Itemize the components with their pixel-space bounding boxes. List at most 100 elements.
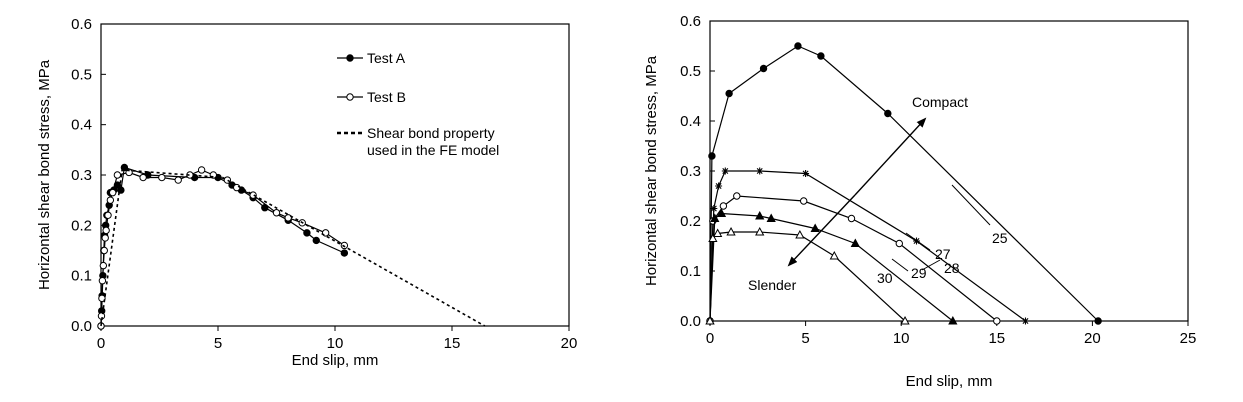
data-point — [139, 173, 147, 182]
data-point — [755, 226, 765, 236]
chart-left: 0 5 10 15 20 0.0 0.1 0.2 0.3 0.4 0.5 0.6 End slip, … — [36, 16, 577, 369]
x-tick-label: 10 — [893, 330, 910, 347]
y-tick-label: 0.0 — [680, 313, 701, 330]
leader-25 — [951, 184, 991, 226]
data-point — [1094, 317, 1102, 325]
data-point — [100, 246, 108, 255]
plot-area-left — [100, 23, 570, 327]
data-point — [810, 223, 820, 232]
x-tick-label: 5 — [214, 335, 222, 352]
data-point — [756, 167, 764, 175]
x-axis-title-right: End slip, mm — [906, 373, 993, 390]
y-axis-title-right: Horizontal shear bond stress, MPa — [643, 55, 660, 286]
data-point — [715, 182, 723, 190]
data-point — [708, 152, 716, 160]
data-point — [312, 236, 320, 245]
chart-right: 0 5 10 15 20 25 0.0 0.1 0.2 0.3 0.4 0.5 0.6 End slip… — [643, 13, 1196, 390]
x-tick-label: 0 — [706, 330, 714, 347]
legend-label-test-b: Test B — [367, 89, 406, 105]
data-point — [799, 197, 808, 205]
data-point — [725, 89, 733, 98]
series-label-25: 25 — [992, 230, 1008, 246]
data-point — [340, 249, 349, 257]
data-point — [197, 166, 206, 174]
data-point — [721, 167, 729, 175]
data-point — [850, 238, 860, 247]
y-tick-label: 0.4 — [680, 113, 701, 130]
y-tick-label: 0.6 — [680, 13, 701, 30]
x-tick-label: 15 — [444, 335, 461, 352]
data-point — [710, 205, 718, 212]
data-point — [900, 315, 910, 325]
series-label-27: 27 — [935, 246, 951, 262]
data-point — [102, 226, 110, 235]
data-point — [719, 202, 728, 210]
leader-28 — [921, 259, 941, 271]
data-point — [710, 213, 720, 222]
legend-label-test-a: Test A — [367, 50, 406, 66]
y-tick-label: 0.1 — [71, 268, 92, 285]
x-tick-label: 10 — [327, 335, 344, 352]
data-point — [817, 52, 825, 60]
data-point — [1021, 317, 1029, 325]
legend-marker-test-a — [346, 54, 354, 62]
y-tick-label: 0.3 — [71, 167, 92, 184]
x-axis-title-left: End slip, mm — [292, 352, 379, 369]
y-tick-label: 0.0 — [71, 318, 92, 335]
data-point — [98, 277, 107, 285]
x-tick-label: 0 — [97, 335, 105, 352]
annotation-slender: Slender — [748, 277, 797, 293]
legend-left: Test A Test B Shear bond property used i… — [337, 50, 499, 158]
series-label-29: 29 — [911, 265, 927, 281]
leader-27 — [905, 232, 931, 251]
data-point — [303, 229, 311, 237]
data-point — [120, 163, 129, 172]
data-point — [802, 170, 810, 177]
data-point — [249, 191, 257, 199]
data-point — [713, 228, 723, 237]
data-point — [716, 208, 727, 217]
series-label-28: 28 — [944, 260, 960, 276]
y-tick-label: 0.4 — [71, 117, 92, 134]
data-point — [113, 171, 122, 179]
data-point — [708, 233, 718, 242]
x-tick-label: 15 — [988, 330, 1005, 347]
data-point — [895, 239, 903, 248]
data-point — [847, 214, 856, 223]
data-point — [340, 241, 349, 250]
data-point — [158, 173, 166, 182]
data-point — [99, 261, 108, 270]
series-line-27 — [709, 170, 1026, 322]
series-line-shear-bond-property-used-in-the-fe-model — [100, 169, 486, 327]
data-point — [174, 176, 182, 184]
x-tick-label: 20 — [561, 335, 578, 352]
data-point — [948, 315, 958, 325]
y-tick-label: 0.2 — [680, 213, 701, 230]
data-point — [726, 226, 736, 236]
legend-marker-test-b — [346, 93, 354, 101]
y-tick-label: 0.2 — [71, 217, 92, 234]
data-point — [993, 317, 1001, 325]
series-label-30: 30 — [877, 270, 893, 286]
slender-arrow — [787, 194, 856, 267]
y-tick-label: 0.3 — [680, 163, 701, 180]
data-point — [101, 234, 109, 242]
data-point — [759, 64, 768, 73]
data-point — [766, 213, 776, 222]
y-tick-label: 0.1 — [680, 263, 701, 280]
data-point — [106, 196, 115, 204]
data-point — [755, 210, 765, 220]
data-point — [733, 192, 741, 200]
series-labels-right: 25 27 28 29 30 — [877, 184, 1008, 286]
x-tick-label: 5 — [801, 330, 809, 347]
legend-label-fe-model: Shear bond property used in the FE model — [367, 125, 499, 158]
x-tick-label: 20 — [1084, 330, 1101, 347]
data-point — [104, 211, 112, 219]
y-tick-label: 0.5 — [71, 66, 92, 83]
data-point — [272, 209, 281, 217]
plot-area-right — [709, 20, 1189, 322]
data-point — [284, 214, 292, 222]
data-point — [705, 315, 715, 325]
leader-29 — [891, 258, 909, 272]
